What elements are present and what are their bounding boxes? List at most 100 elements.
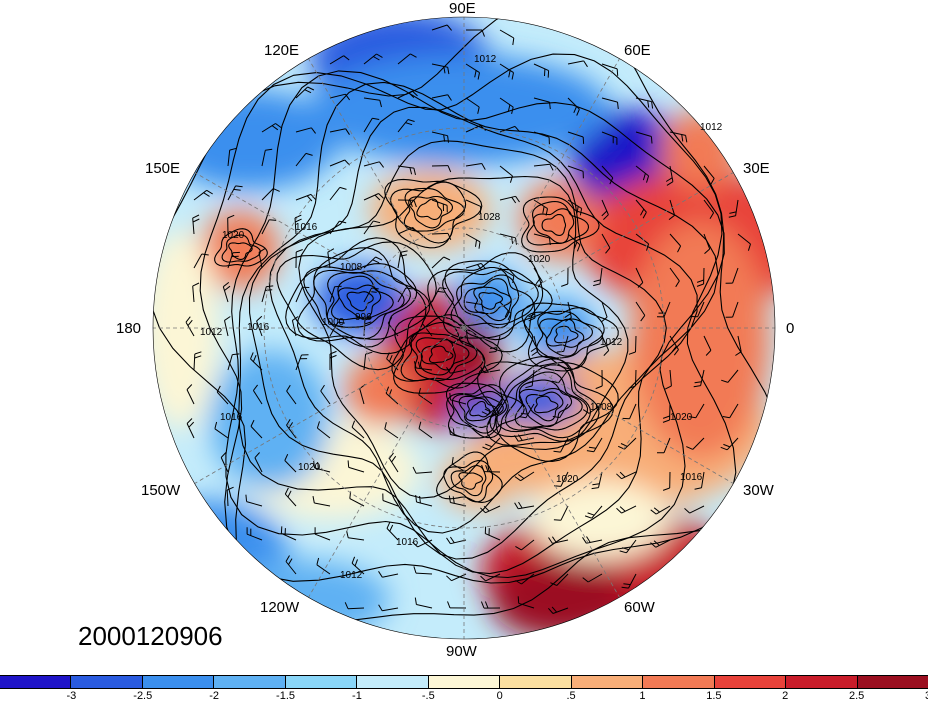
isobar-label: 1020 — [222, 230, 245, 241]
isobar — [521, 196, 600, 253]
wind-barb — [413, 566, 433, 575]
wind-barb — [186, 418, 195, 439]
wind-barb — [656, 301, 671, 318]
colorbar-tick-label: 2 — [782, 690, 789, 702]
wind-barb — [533, 131, 550, 145]
isobar — [330, 275, 394, 321]
wind-barb — [481, 403, 501, 416]
wind-barb — [514, 434, 535, 442]
wind-barb — [725, 301, 739, 318]
wind-barb — [525, 369, 535, 389]
wind-barb — [515, 573, 535, 585]
lon-30w-label: 30W — [743, 482, 774, 499]
meridian — [463, 327, 734, 484]
wind-barb — [669, 131, 688, 143]
wind-barb — [329, 350, 337, 370]
wind-barb — [227, 214, 235, 235]
lon-90w-label: 90W — [446, 643, 477, 660]
wind-barb — [551, 369, 569, 384]
wind-barb — [686, 437, 705, 450]
isobar — [276, 241, 437, 371]
wind-barb — [690, 301, 705, 318]
wind-barb — [601, 199, 609, 220]
polar-map: 1012 1012 1016 1020 1028 1008 1000 996 1012 1016 1… — [152, 16, 776, 640]
wind-barb — [192, 214, 200, 235]
isobar-label: 1000 — [322, 317, 345, 328]
wind-barb — [447, 601, 467, 609]
wind-barb — [465, 163, 486, 170]
wind-barb — [561, 267, 569, 287]
wind-barb — [286, 384, 297, 405]
anomaly-region — [160, 90, 340, 190]
isobar — [533, 395, 559, 414]
wind-barb — [431, 165, 452, 173]
wind-barb — [703, 335, 712, 356]
isobar — [214, 228, 268, 267]
isobar — [450, 465, 487, 497]
wind-barb — [363, 256, 383, 269]
wind-barb — [363, 193, 384, 201]
wind-barb — [284, 453, 297, 473]
isobar — [554, 325, 579, 344]
wind-barb — [252, 384, 263, 405]
wind-barb — [584, 505, 603, 519]
colorbar-swatch — [856, 676, 928, 688]
isobar-label: 1016 — [396, 537, 419, 548]
wind-barb — [601, 233, 611, 254]
wind-barb — [446, 573, 467, 582]
isobar-label: 1008 — [340, 262, 363, 273]
wind-barb — [193, 351, 202, 371]
wind-barb — [628, 335, 637, 355]
wind-barb — [703, 233, 711, 254]
colorbar-tick-label: -2 — [209, 690, 220, 702]
anomaly-field — [153, 17, 775, 639]
wind-barb — [635, 97, 654, 109]
wind-barb — [295, 249, 303, 269]
wind-barb — [261, 123, 282, 133]
wind-barb — [499, 267, 515, 284]
wind-barb — [556, 335, 569, 353]
isobar — [416, 198, 443, 220]
wind-barb — [351, 556, 365, 575]
colorbar-swatch — [356, 676, 428, 688]
isobar — [541, 213, 567, 236]
colorbar-tick-label: 1 — [639, 690, 646, 702]
anomaly-region — [630, 220, 770, 460]
wind-barb — [285, 555, 297, 575]
isobar — [443, 260, 553, 339]
wind-barb — [261, 148, 273, 167]
wind-barb — [533, 233, 551, 246]
wind-barb — [254, 452, 263, 473]
wind-barb — [693, 369, 705, 388]
map-boundary — [152, 16, 776, 640]
wind-barb — [684, 505, 705, 514]
isobar-label: 996 — [355, 312, 372, 323]
wind-barb — [344, 602, 365, 610]
wind-barb — [601, 97, 619, 110]
wind-barb — [601, 335, 610, 356]
wind-barb — [593, 267, 603, 287]
wind-barb — [582, 573, 603, 583]
isobar — [296, 247, 431, 342]
lon-0-label: 0 — [786, 320, 795, 337]
wind-barb — [387, 317, 399, 337]
wind-barb — [363, 161, 385, 168]
isobar — [408, 195, 453, 229]
wind-barb — [635, 199, 647, 219]
wind-barb — [378, 571, 399, 578]
anomaly-region — [310, 55, 610, 165]
wind-barb — [397, 199, 417, 208]
wind-barb — [363, 220, 381, 235]
wind-barb — [616, 505, 637, 514]
wind-barb — [465, 125, 486, 133]
wind-barb — [665, 165, 674, 186]
wind-barb — [669, 233, 682, 253]
lon-150e-label: 150E — [145, 160, 181, 177]
wind-barb — [448, 495, 467, 507]
wind-barb — [412, 466, 433, 474]
wind-barb — [635, 131, 653, 144]
wind-barb — [499, 63, 514, 80]
wind-barb — [548, 606, 569, 614]
wind-barb — [635, 233, 650, 251]
wind-barb — [431, 94, 452, 101]
